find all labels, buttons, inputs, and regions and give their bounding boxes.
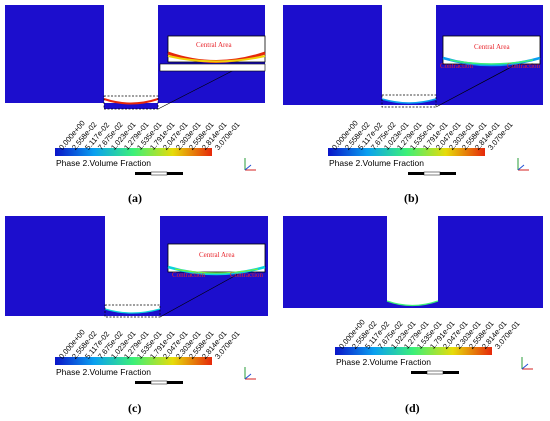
axis-triad-icon	[244, 158, 256, 171]
scale-bar	[135, 171, 183, 176]
zoom-label-central: Central Area	[474, 43, 510, 51]
zoom-connector	[435, 64, 516, 108]
scale-bar	[408, 171, 456, 176]
zoom-label-left: Contraction	[172, 271, 206, 279]
meniscus-edge	[386, 300, 439, 307]
meniscus	[387, 301, 438, 308]
colorbar-title: Phase 2.Volume Fraction	[56, 158, 151, 168]
fluid-block-left	[283, 216, 387, 308]
panel-d: 0.000e+00 2.558e-02 5.117e-02 7.675e-02 …	[275, 211, 550, 421]
panel-label: (d)	[405, 401, 420, 415]
zoom-label-right: Contraction	[507, 62, 541, 70]
zoom-connector	[157, 67, 239, 110]
colorbar	[335, 347, 492, 355]
scale-bar	[135, 380, 183, 385]
meniscus-edge	[104, 308, 161, 314]
zoom-inset	[442, 35, 541, 67]
axis-triad-icon	[517, 158, 529, 171]
colorbar	[328, 148, 485, 156]
simulation-view-d	[283, 216, 543, 375]
zoom-label-left: Contraction	[440, 62, 474, 70]
simulation-view-b	[283, 5, 543, 176]
zoom-source-box	[381, 94, 437, 108]
colorbar-title: Phase 2.Volume Fraction	[336, 357, 431, 367]
zoom-label-central: Central Area	[196, 41, 232, 49]
colorbar	[55, 148, 212, 156]
panel-label: (a)	[128, 191, 142, 205]
zoom-inset	[167, 243, 266, 276]
axis-triad-icon	[244, 367, 256, 380]
scale-bar	[411, 370, 459, 375]
meniscus	[105, 309, 160, 316]
panel-c: Central Area Contraction Contraction 0.0…	[0, 211, 275, 421]
colorbar-title: Phase 2.Volume Fraction	[56, 367, 151, 377]
zoom-label-central: Central Area	[199, 251, 235, 259]
axis-triad-icon	[521, 357, 533, 370]
panel-b: Central Area Contraction Contraction 0.0…	[275, 0, 550, 210]
panel-label: (c)	[128, 401, 142, 415]
fluid-block-bottom	[104, 103, 158, 109]
simulation-view-a	[5, 5, 266, 176]
zoom-source-box	[103, 95, 159, 110]
panel-label: (b)	[404, 191, 419, 205]
zoom-source-box	[104, 304, 161, 318]
fluid-block-left	[5, 216, 105, 316]
simulation-view-c	[5, 216, 268, 385]
zoom-label-right: Contraction	[230, 271, 264, 279]
meniscus	[382, 99, 436, 105]
fluid-block-right	[438, 216, 543, 308]
meniscus-edge	[381, 98, 437, 104]
panel-a: Central Area 0.000e+00 2.558e-02 5.117e-…	[0, 0, 275, 210]
zoom-inset	[159, 35, 266, 72]
colorbar-title: Phase 2.Volume Fraction	[329, 158, 424, 168]
fluid-block-left	[283, 5, 382, 105]
fluid-block-left	[5, 5, 104, 103]
colorbar	[55, 357, 212, 365]
zoom-connector	[159, 272, 241, 318]
meniscus	[103, 98, 159, 105]
